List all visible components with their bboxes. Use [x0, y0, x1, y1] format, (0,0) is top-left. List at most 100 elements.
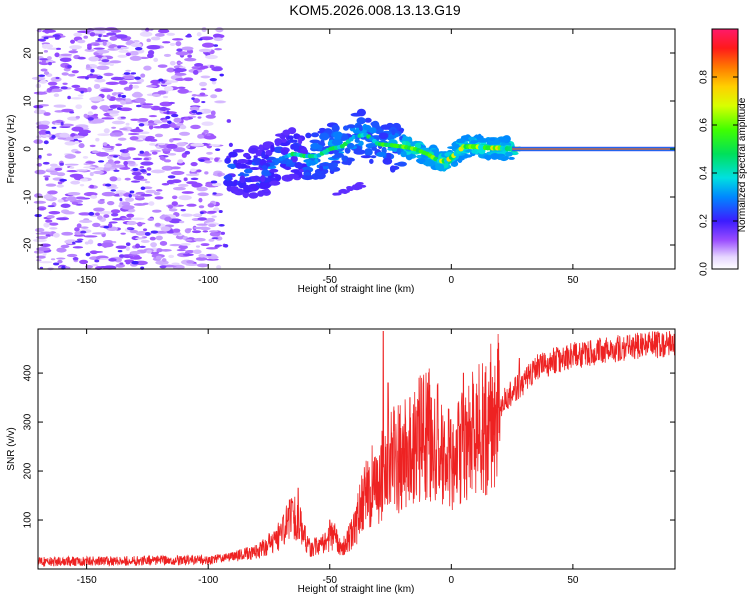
spectrogram-cell [121, 201, 131, 207]
spectrogram-cell [156, 230, 168, 234]
spectrogram-cell [213, 37, 223, 42]
colorbar-tick-label: 0.4 [699, 166, 710, 180]
spectrogram-cell [95, 212, 100, 216]
spectrogram-cell [228, 142, 233, 147]
spectrogram-cell [43, 36, 49, 40]
spectrogram-cell [93, 207, 105, 212]
spectrogram-cell [134, 76, 141, 80]
spectrogram-cell [118, 107, 133, 112]
spectrogram-cell [208, 230, 219, 233]
spectrogram-cell [129, 190, 135, 194]
spectrogram-cell [135, 135, 148, 139]
spectrogram-cell [346, 124, 356, 129]
spectrogram-cell [393, 162, 406, 166]
spectrogram-cell [125, 122, 130, 126]
spectrogram-cell [44, 44, 54, 49]
spectrogram-cell [269, 168, 279, 173]
spectrogram-cell [123, 72, 131, 75]
spectrogram-cell [93, 47, 105, 50]
spectrogram-cell [139, 31, 153, 37]
spectrogram-cell [71, 70, 79, 74]
spectrogram-cell [184, 117, 189, 121]
spectrogram-cell [59, 162, 64, 166]
spectrogram-cell [186, 260, 195, 264]
spectrogram-cell [60, 244, 70, 249]
spectrogram-cell [177, 159, 184, 164]
spectrogram-cell [190, 143, 205, 147]
spectrogram-cell [119, 166, 131, 170]
spectrogram-cell [319, 132, 330, 141]
spectrogram-cell [175, 41, 182, 47]
snr-x-label: Height of straight line (km) [298, 584, 415, 595]
spectrogram-cell [56, 172, 66, 177]
spectrogram-cell [106, 201, 115, 206]
spectrogram-cell [36, 247, 51, 251]
spectrogram-cell [119, 127, 128, 131]
spectrogram-cell [99, 198, 105, 202]
spectrogram-cell [328, 162, 335, 171]
spectrogram-cell [133, 203, 146, 206]
spectrogram-cell [84, 48, 95, 52]
spectrogram-cell [98, 160, 105, 163]
spectrogram-cell [61, 231, 74, 236]
spectrogram-cell [190, 177, 199, 181]
spectrogram-cell [90, 118, 105, 124]
x-tick-label: 50 [567, 575, 579, 586]
spectrogram-cell [85, 161, 96, 164]
spectrogram-cell [79, 259, 89, 265]
spectrogram-cell [146, 53, 154, 59]
spectrogram-cell [208, 255, 219, 260]
spectrogram-cell [53, 104, 66, 108]
spectrogram-cell [214, 157, 219, 162]
spectrogram-cell [68, 50, 79, 54]
spectrogram-cell [168, 218, 182, 224]
spectrogram-cell [66, 253, 78, 258]
spectrogram-x-label: Height of straight line (km) [298, 284, 415, 295]
spectrogram-cell [209, 77, 217, 82]
spectrogram-cell [40, 208, 45, 211]
colorbar-tick-label: 0.2 [699, 214, 710, 228]
spectrogram-cell [83, 35, 89, 39]
spectrogram-cell [96, 76, 102, 80]
spectrogram-cell [164, 80, 179, 83]
snr-x-ticks: -150 -100 -50 0 50 [77, 329, 579, 586]
spectrogram-cell [73, 135, 85, 139]
spectrogram-cell [310, 142, 320, 150]
spectrogram-cell [261, 169, 270, 177]
spectrogram-cell [139, 165, 145, 169]
spectrogram-cell [59, 132, 70, 138]
y-tick-label: -20 [23, 237, 34, 252]
spectrogram-cell [161, 148, 172, 152]
spectrogram-cell [187, 228, 192, 231]
spectrogram-cell [209, 64, 215, 69]
spectrogram-cell [172, 186, 186, 191]
spectrogram-cell [64, 141, 76, 146]
spectrogram-cell [170, 170, 185, 176]
spectrogram-cell [133, 39, 140, 43]
spectrogram-cell [167, 204, 174, 209]
spectrogram-cell [45, 130, 51, 135]
spectrogram-cell [135, 191, 146, 195]
spectrogram-cell [137, 117, 149, 122]
spectrogram-cell [202, 230, 209, 233]
spectrogram-cell [182, 253, 194, 257]
spectrogram-cell [288, 135, 294, 140]
spectrogram-cell [132, 167, 139, 172]
spectrogram-cell [117, 250, 123, 253]
spectrogram-cell [107, 159, 114, 164]
spectrogram-cell [112, 240, 117, 244]
spectrogram-cell [87, 43, 92, 48]
spectrogram-cell [471, 149, 477, 154]
spectrogram-cell [125, 69, 132, 72]
spectrogram-cell [150, 230, 159, 234]
spectrogram-cell [286, 139, 298, 143]
spectrogram-cell [82, 155, 89, 159]
spectrogram-cell [265, 149, 273, 157]
spectrogram-cell [70, 39, 75, 44]
spectrogram-cell [172, 228, 181, 233]
spectrogram-cell [79, 219, 93, 224]
spectrogram-cell [39, 261, 53, 264]
spectrogram-cell [175, 68, 187, 72]
spectrogram-cell [67, 65, 72, 69]
spectrogram-cell [163, 159, 172, 163]
